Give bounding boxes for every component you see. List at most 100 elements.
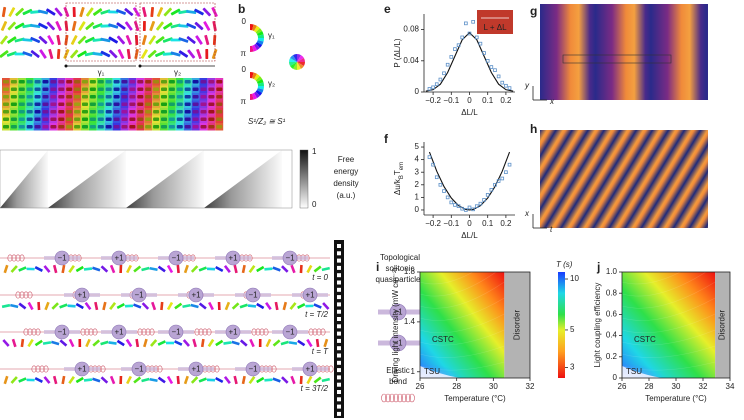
rod-h	[105, 95, 112, 99]
spring-loop	[194, 328, 200, 336]
quasiparticle	[168, 324, 184, 340]
x-tick-label: 0.2	[500, 219, 512, 228]
rod	[151, 301, 157, 311]
rod	[187, 49, 196, 59]
colorbar-tick: 0	[312, 200, 317, 209]
rod-h	[137, 80, 144, 84]
x-tick-label: −0.1	[443, 96, 459, 105]
rod-h	[66, 95, 73, 99]
film-hole	[337, 287, 341, 292]
color-wheel	[297, 62, 301, 70]
quasiparticle	[131, 361, 147, 377]
rod-h	[89, 102, 96, 106]
quasiparticle	[282, 324, 298, 340]
rod-h	[208, 117, 215, 121]
data-point	[427, 155, 432, 159]
rod	[1, 303, 11, 309]
rod	[100, 376, 109, 384]
rod-h	[129, 95, 136, 99]
rod	[176, 264, 180, 274]
y-axis-label: Light coupling efficiency	[593, 283, 602, 368]
rod-h	[50, 87, 57, 91]
rod-h	[50, 80, 57, 84]
rod	[264, 267, 273, 271]
y-tick-label: 0.04	[403, 56, 419, 65]
rod-h	[58, 125, 65, 129]
rod	[133, 265, 142, 273]
rod-h	[208, 102, 215, 106]
data-point	[460, 206, 465, 211]
wheel-segment	[250, 24, 254, 31]
data-point	[471, 207, 475, 212]
x-tick-label: 30	[489, 382, 498, 391]
rod	[51, 302, 59, 310]
rod-h	[66, 102, 73, 106]
rod-h	[113, 102, 120, 106]
axis-name: x	[524, 209, 530, 218]
rod-h	[3, 102, 9, 106]
rod-h	[58, 102, 65, 106]
film-hole	[337, 244, 341, 248]
rod	[116, 22, 126, 30]
wheel-segment	[255, 76, 263, 82]
quasiparticle	[111, 250, 127, 266]
rod	[34, 377, 43, 383]
rod	[315, 338, 320, 348]
rod	[124, 304, 134, 308]
spring-loop	[312, 328, 318, 336]
rod	[116, 339, 125, 347]
rod	[162, 52, 173, 56]
rod-h	[176, 125, 183, 129]
rod-h	[34, 125, 41, 129]
rod	[108, 36, 118, 44]
rod-h	[105, 117, 112, 121]
spring-loop	[259, 328, 265, 336]
rod-h	[10, 102, 17, 106]
rod-h	[3, 80, 9, 84]
rod	[233, 264, 238, 274]
rod-h	[97, 87, 104, 91]
quasiparticle	[225, 250, 241, 266]
charge: +1	[114, 254, 124, 263]
inset-label: L + ΔL	[483, 23, 507, 32]
color-wheel	[293, 62, 297, 70]
rod-h	[18, 95, 25, 99]
rod	[249, 338, 255, 348]
rod	[190, 265, 199, 273]
spring-loop	[145, 328, 151, 336]
energy-frame	[0, 149, 293, 209]
rod	[157, 376, 166, 384]
rod	[149, 20, 156, 32]
rod	[133, 20, 140, 32]
x-axis-label: Temperature (°C)	[645, 394, 707, 403]
rod	[26, 267, 35, 271]
time-label: t = T	[312, 347, 329, 356]
rod-h	[137, 110, 144, 114]
rod	[190, 376, 199, 384]
charge: +1	[305, 291, 315, 300]
rod	[141, 6, 147, 18]
rod-h	[176, 87, 183, 91]
rod	[299, 375, 303, 385]
rod-h	[26, 125, 33, 129]
spring-loop	[27, 328, 33, 336]
arrow-dot	[64, 64, 68, 68]
rod	[116, 302, 125, 310]
rod	[39, 49, 47, 59]
contour-line	[621, 265, 716, 297]
rod-h	[26, 117, 33, 121]
y-tick-label: 1.4	[404, 317, 416, 326]
rod	[133, 376, 142, 384]
rod-h	[82, 125, 88, 129]
x-tick-label: 32	[699, 382, 708, 391]
rod	[186, 9, 197, 15]
rod	[166, 264, 174, 274]
rod	[100, 37, 111, 43]
rod-h	[216, 125, 223, 129]
rod-h	[145, 80, 152, 84]
panel-label: e	[384, 2, 391, 16]
rod	[256, 302, 265, 310]
film-hole	[337, 317, 341, 321]
rod	[100, 24, 111, 28]
